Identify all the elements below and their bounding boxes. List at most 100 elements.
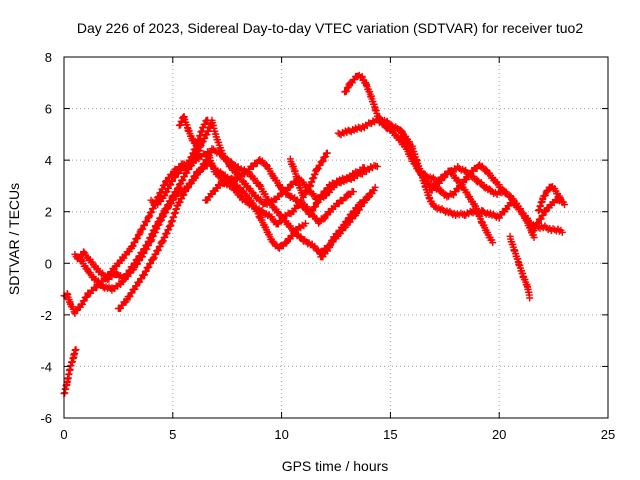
- data-point-plus: [159, 237, 167, 245]
- data-point-plus: [301, 190, 309, 198]
- data-point-plus: [304, 186, 312, 194]
- data-point-plus: [323, 247, 331, 255]
- data-point-plus: [199, 124, 207, 132]
- series-track: [286, 149, 331, 201]
- y-tick-label: 0: [45, 256, 52, 271]
- data-point-plus: [134, 234, 142, 242]
- data-point-plus: [168, 177, 176, 185]
- data-point-plus: [311, 203, 319, 211]
- data-point-plus: [539, 211, 547, 219]
- x-tick-label: 0: [60, 427, 67, 442]
- data-point-plus: [163, 229, 171, 237]
- data-point-plus: [145, 263, 153, 271]
- data-point-plus: [178, 195, 186, 203]
- data-point-plus: [177, 180, 185, 188]
- data-point-plus: [72, 346, 80, 354]
- data-point-plus: [309, 206, 317, 214]
- data-point-plus: [80, 297, 88, 305]
- data-point-plus: [371, 183, 379, 191]
- x-axis-label: GPS time / hours: [282, 458, 389, 474]
- data-point-plus: [182, 187, 190, 195]
- axis-ticks: 0 5 10 15 20 25 -6 -4 -2 0 2 4 6 8: [40, 50, 615, 442]
- data-point-plus: [164, 205, 172, 213]
- series-track: [147, 116, 212, 209]
- data-point-plus: [180, 191, 188, 199]
- data-point-plus: [175, 183, 183, 191]
- data-point-plus: [131, 238, 139, 246]
- x-tick-label: 10: [274, 427, 288, 442]
- data-point-plus: [558, 228, 566, 236]
- data-point-plus: [149, 204, 157, 212]
- y-tick-label: -2: [40, 308, 52, 323]
- data-point-plus: [135, 230, 143, 238]
- data-point-plus: [189, 176, 197, 184]
- data-point-plus: [179, 176, 187, 184]
- x-tick-label: 25: [601, 427, 615, 442]
- x-tick-label: 15: [383, 427, 397, 442]
- data-point-plus: [136, 229, 144, 237]
- data-point-plus: [199, 138, 207, 146]
- data-point-plus: [151, 228, 159, 236]
- data-point-plus: [164, 226, 172, 234]
- data-point-plus: [489, 239, 497, 247]
- data-point-plus: [152, 250, 160, 258]
- y-tick-label: 8: [45, 50, 52, 65]
- data-point-plus: [148, 208, 156, 216]
- data-point-plus: [141, 271, 149, 279]
- data-point-plus: [530, 234, 538, 241]
- data-point-plus: [78, 300, 86, 308]
- data-point-plus: [299, 193, 307, 201]
- x-tick-label: 20: [492, 427, 506, 442]
- data-point-plus: [302, 219, 310, 227]
- y-tick-label: 2: [45, 205, 52, 220]
- data-point-plus: [144, 241, 152, 249]
- series-track: [341, 71, 538, 241]
- data-point-plus: [373, 163, 381, 170]
- data-point-plus: [141, 221, 149, 229]
- data-point-plus: [147, 259, 155, 267]
- data-point-plus: [322, 153, 330, 161]
- data-point-plus: [164, 184, 172, 192]
- data-point-plus: [532, 223, 540, 231]
- data-point-plus: [534, 219, 542, 227]
- data-point-plus: [155, 221, 163, 229]
- series-track: [397, 127, 510, 201]
- data-point-plus: [204, 116, 212, 124]
- plot-frame: [63, 56, 609, 419]
- data-point-plus: [159, 212, 167, 220]
- data-point-plus: [537, 215, 545, 223]
- data-point-plus: [129, 242, 137, 250]
- data-point-plus: [171, 173, 179, 181]
- data-point-plus: [526, 294, 534, 302]
- series-track: [175, 113, 203, 154]
- series-track: [528, 195, 566, 235]
- data-point-plus: [174, 202, 182, 210]
- data-point-plus: [184, 183, 192, 191]
- data-point-plus: [314, 198, 322, 206]
- data-point-plus: [162, 208, 170, 216]
- data-point-plus: [360, 164, 368, 172]
- data-point-plus: [342, 87, 350, 95]
- data-point-plus: [502, 190, 510, 198]
- data-point-plus: [149, 232, 157, 240]
- data-point-plus: [143, 245, 151, 253]
- data-point-plus: [203, 130, 211, 138]
- grid: [64, 57, 608, 418]
- y-axis-label: SDTVAR / TECUs: [6, 183, 22, 295]
- data-point-plus: [541, 191, 549, 199]
- data-point-plus: [195, 146, 203, 154]
- data-point-plus: [161, 233, 169, 241]
- series-track: [60, 346, 80, 398]
- series-track: [534, 183, 568, 215]
- data-point-plus: [143, 217, 151, 225]
- data-point-plus: [142, 267, 150, 275]
- data-point-plus: [161, 191, 169, 199]
- data-point-plus: [176, 198, 184, 206]
- data-point-plus: [154, 246, 162, 254]
- series-track: [201, 156, 368, 218]
- data-point-plus: [138, 253, 146, 261]
- x-tick-label: 5: [169, 427, 176, 442]
- data-point-plus: [539, 195, 547, 203]
- data-point-plus: [148, 236, 156, 244]
